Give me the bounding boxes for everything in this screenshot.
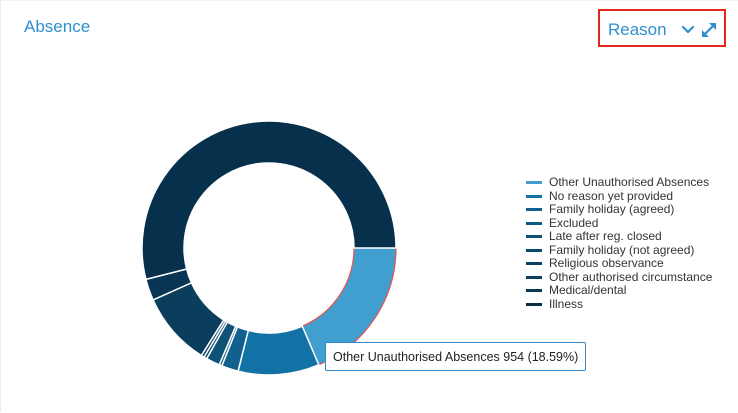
legend-label: Excluded: [549, 215, 599, 230]
chart-legend: Other Unauthorised Absences No reason yet…: [526, 176, 712, 311]
legend-swatch: [526, 235, 542, 239]
legend-swatch: [526, 289, 542, 293]
reason-highlight-box: Reason: [598, 9, 726, 47]
reason-label: Reason: [608, 20, 667, 39]
legend-swatch: [526, 275, 542, 279]
legend-item[interactable]: Family holiday (agreed): [526, 203, 712, 217]
donut-slice-illness[interactable]: [141, 120, 397, 281]
legend-label: Illness: [549, 296, 584, 311]
chevron-down-icon: [681, 25, 694, 34]
legend-item[interactable]: Family holiday (not agreed): [526, 242, 712, 258]
legend-item[interactable]: Other Unauthorised Absences: [526, 176, 712, 190]
legend-label: Other authorised circumstance: [549, 269, 713, 284]
legend-item[interactable]: Illness: [526, 296, 712, 312]
chart-tooltip: Other Unauthorised Absences 954 (18.59%): [325, 342, 587, 371]
card-title: Absence: [24, 17, 91, 36]
legend-label: Family holiday (not agreed): [549, 242, 695, 257]
legend-label: Religious observance: [549, 256, 664, 271]
legend-swatch: [526, 302, 542, 306]
legend-item[interactable]: No reason yet provided: [526, 188, 712, 204]
legend-item[interactable]: Medical/dental: [526, 284, 712, 298]
legend-label: No reason yet provided: [549, 188, 674, 203]
legend-label: Family holiday (agreed): [549, 202, 675, 217]
legend-item[interactable]: Excluded: [526, 215, 712, 231]
legend-swatch: [526, 262, 542, 266]
legend-swatch: [526, 181, 542, 185]
legend-label: Late after reg. closed: [549, 229, 662, 244]
expand-icon[interactable]: [699, 20, 719, 40]
reason-dropdown[interactable]: Reason: [608, 20, 695, 40]
legend-swatch: [526, 194, 542, 198]
legend-item[interactable]: Other authorised circumstance: [526, 269, 713, 285]
legend-label: Other Unauthorised Absences: [549, 175, 710, 190]
legend-item[interactable]: Religious observance: [526, 257, 712, 271]
legend-label: Medical/dental: [549, 283, 627, 298]
legend-item[interactable]: Late after reg. closed: [526, 230, 712, 244]
legend-swatch: [526, 208, 542, 212]
legend-swatch: [526, 221, 542, 225]
legend-swatch: [526, 248, 542, 252]
